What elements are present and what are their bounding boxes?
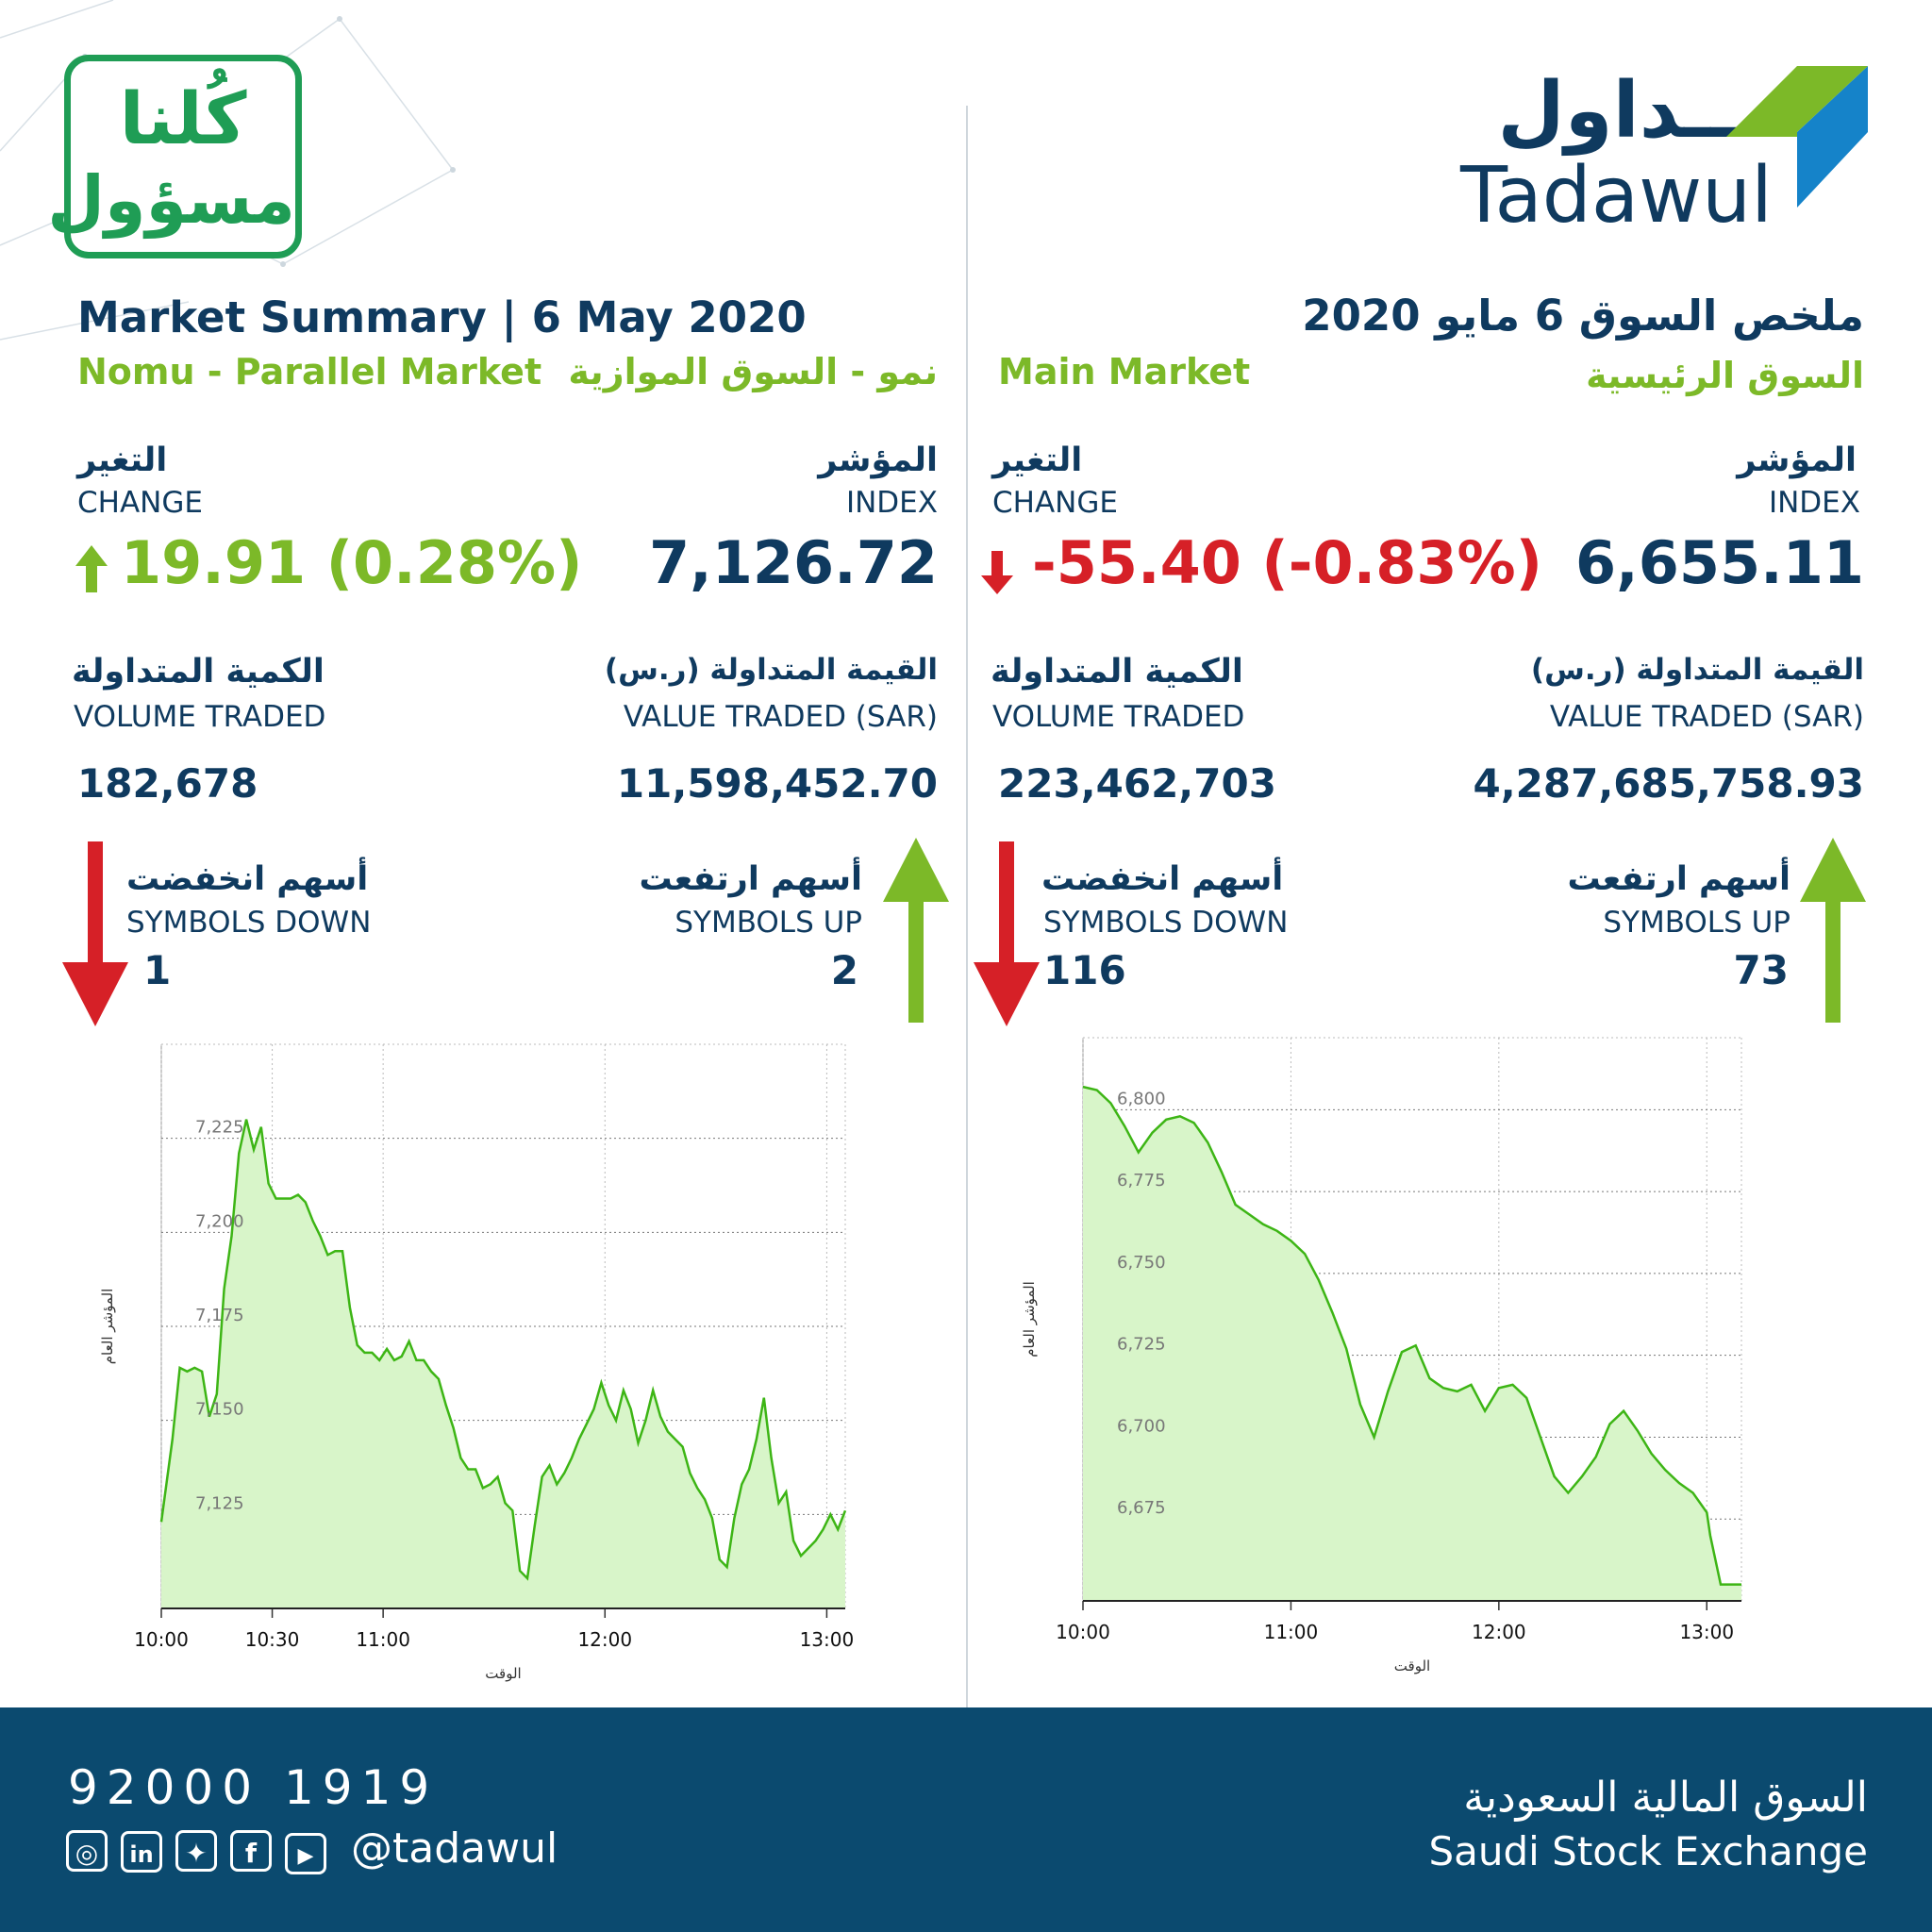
nomu-up-label-ar: أسهم ارتفعت — [639, 860, 862, 898]
x-tick-label: 10:00 — [134, 1628, 189, 1651]
x-tick-label: 12:00 — [1472, 1621, 1526, 1643]
y-tick-label: 7,200 — [195, 1211, 244, 1231]
main-index-label-en: INDEX — [1768, 486, 1860, 520]
main-chart-labels: 10:00 11:00 12:00 13:00 6,675 6,700 6,725 6,750… — [1021, 1089, 1741, 1674]
main-series-area — [1083, 1087, 1741, 1601]
nomu-down-label-en: SYMBOLS DOWN — [126, 906, 372, 940]
main-change-down-arrow-icon — [981, 551, 1013, 594]
nomu-value-traded: 11,598,452.70 — [616, 760, 938, 807]
main-value-label-ar: القيمة المتداولة (ر.س) — [1530, 653, 1864, 687]
main-index-label-ar: المؤشر — [1737, 441, 1857, 479]
main-up-label-ar: أسهم ارتفعت — [1567, 860, 1790, 898]
youtube-icon[interactable]: ▶ — [285, 1833, 326, 1874]
nomu-change-up-arrow-icon — [75, 545, 108, 592]
nomu-series-line — [159, 1119, 847, 1581]
nomu-change-label-en: CHANGE — [77, 486, 203, 520]
footer-bar — [0, 1707, 1932, 1932]
twitter-icon[interactable]: ✦ — [175, 1830, 217, 1872]
x-axis-title: الوقت — [1394, 1657, 1430, 1674]
x-tick-label: 12:00 — [577, 1628, 632, 1651]
nomu-symbols-up-arrow-icon — [883, 838, 949, 1023]
footer-exchange-en: Saudi Stock Exchange — [1428, 1828, 1868, 1874]
campaign-line2: مسؤول — [47, 161, 295, 239]
nomu-symbols-down: 1 — [143, 947, 172, 993]
nomu-volume-traded: 182,678 — [77, 760, 258, 807]
main-volume-traded: 223,462,703 — [998, 760, 1276, 807]
nomu-symbols-down-arrow-icon — [62, 841, 128, 1026]
x-axis-title: الوقت — [485, 1665, 521, 1682]
main-volume-label-en: VOLUME TRADED — [992, 700, 1245, 734]
main-change-value: -55.40 (-0.83%) — [1032, 528, 1542, 597]
y-tick-label: 7,225 — [195, 1118, 244, 1138]
main-index-chart: 10:00 11:00 12:00 13:00 6,675 6,700 6,725 6,750… — [1021, 1037, 1742, 1674]
linkedin-icon[interactable]: in — [121, 1831, 162, 1873]
y-tick-label: 6,750 — [1117, 1253, 1166, 1273]
nomu-series-area — [161, 1119, 845, 1608]
x-tick-label: 13:00 — [1679, 1621, 1734, 1643]
main-index-value: 6,655.11 — [1575, 528, 1864, 597]
nomu-chart-labels: 10:00 10:30 11:00 12:00 13:00 7,125 7,150 7,175… — [99, 1118, 854, 1682]
y-tick-label: 7,150 — [195, 1400, 244, 1420]
x-tick-label: 10:00 — [1056, 1621, 1110, 1643]
nomu-value-label-ar: القيمة المتداولة (ر.س) — [604, 653, 938, 687]
campaign-badge: كُلنا مسؤول — [47, 55, 302, 258]
main-symbols-up-arrow-icon — [1800, 838, 1866, 1023]
instagram-icon[interactable]: ◎ — [66, 1830, 108, 1872]
nomu-name-ar: نمو - السوق الموازية — [568, 351, 938, 392]
main-value-traded: 4,287,685,758.93 — [1473, 760, 1864, 807]
y-tick-label: 6,675 — [1117, 1498, 1166, 1518]
nomu-down-label-ar: أسهم انخفضت — [126, 860, 369, 898]
nomu-volume-label-ar: الكمية المتداولة — [72, 653, 325, 691]
main-value-label-en: VALUE TRADED (SAR) — [1549, 700, 1864, 734]
title-english: Market Summary | 6 May 2020 — [77, 292, 807, 342]
nomu-change-label-ar: التغير — [77, 441, 168, 479]
footer-handle[interactable]: @tadawul — [351, 1824, 558, 1873]
y-tick-label: 7,125 — [195, 1493, 244, 1513]
main-up-label-en: SYMBOLS UP — [1603, 906, 1790, 940]
x-tick-label: 11:00 — [1264, 1621, 1319, 1643]
main-name-en: Main Market — [998, 351, 1251, 392]
main-change-label-ar: التغير — [992, 441, 1083, 479]
main-symbols-up: 73 — [1733, 947, 1789, 993]
nomu-index-label-ar: المؤشر — [818, 441, 938, 479]
main-symbols-down-arrow-icon — [974, 841, 1040, 1026]
logo-arabic: تـــداول — [1497, 66, 1792, 156]
footer-phone[interactable]: 92000 1919 — [68, 1760, 439, 1815]
y-tick-label: 7,175 — [195, 1306, 244, 1325]
nomu-up-label-en: SYMBOLS UP — [675, 906, 862, 940]
facebook-icon[interactable]: f — [230, 1830, 272, 1872]
title-arabic: ملخص السوق 6 مايو 2020 — [1302, 291, 1864, 341]
nomu-index-chart: 10:00 10:30 11:00 12:00 13:00 7,125 7,150 7,175… — [99, 1043, 854, 1682]
main-name-ar: السوق الرئيسية — [1586, 355, 1864, 396]
campaign-line1: كُلنا — [119, 76, 247, 160]
main-down-label-en: SYMBOLS DOWN — [1043, 906, 1289, 940]
nomu-symbols-up: 2 — [830, 947, 858, 993]
main-down-label-ar: أسهم انخفضت — [1041, 860, 1284, 898]
main-volume-label-ar: الكمية المتداولة — [991, 653, 1243, 691]
nomu-index-value: 7,126.72 — [649, 528, 938, 597]
y-axis-title: المؤشر العام — [1021, 1281, 1038, 1357]
nomu-index-label-en: INDEX — [845, 486, 938, 520]
main-symbols-down: 116 — [1043, 947, 1126, 993]
x-tick-label: 13:00 — [800, 1628, 855, 1651]
y-tick-label: 6,775 — [1117, 1171, 1166, 1191]
nomu-change-value: 19.91 (0.28%) — [121, 528, 583, 597]
nomu-value-label-en: VALUE TRADED (SAR) — [623, 700, 938, 734]
nomu-name-en: Nomu - Parallel Market — [77, 351, 542, 392]
main-change-label-en: CHANGE — [992, 486, 1118, 520]
y-tick-label: 6,725 — [1117, 1335, 1166, 1355]
center-divider — [966, 106, 968, 1707]
tadawul-logo-icon — [1726, 66, 1868, 208]
main-series-line — [1082, 1085, 1741, 1586]
social-icons: ◎ in ✦ f ▶ — [66, 1830, 340, 1874]
nomu-volume-label-en: VOLUME TRADED — [74, 700, 326, 734]
y-tick-label: 6,800 — [1117, 1089, 1166, 1108]
footer-exchange-ar: السوق المالية السعودية — [1463, 1774, 1868, 1822]
logo-english: Tadawul — [1460, 151, 1773, 241]
y-axis-title: المؤشر العام — [99, 1289, 116, 1365]
y-tick-label: 6,700 — [1117, 1416, 1166, 1436]
x-tick-label: 11:00 — [356, 1628, 410, 1651]
x-tick-label: 10:30 — [245, 1628, 300, 1651]
